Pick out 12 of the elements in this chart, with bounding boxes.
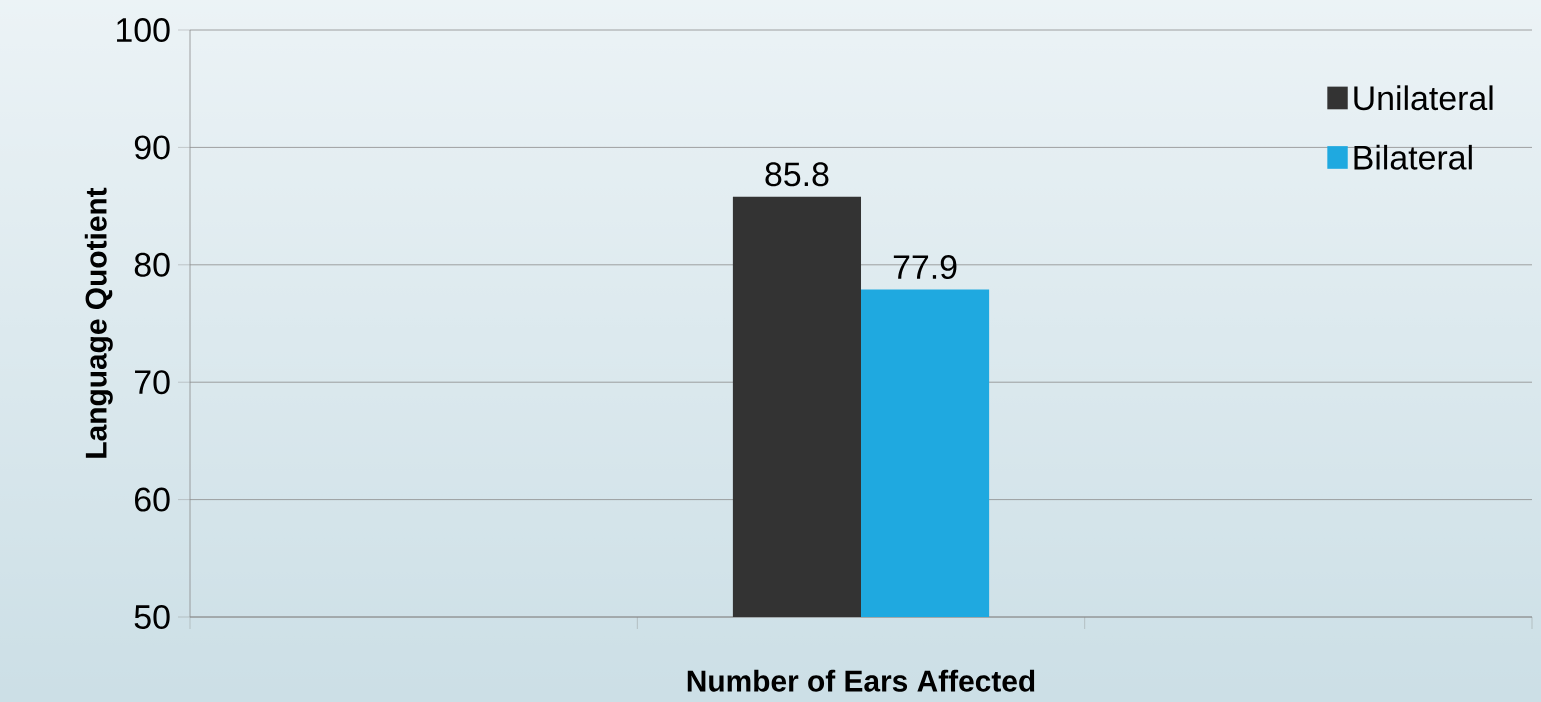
y-tick-label: 50 (134, 605, 170, 629)
legend-label: Bilateral (1354, 144, 1472, 170)
y-tick-label: 80 (134, 252, 170, 277)
y-tick-label: 90 (134, 135, 170, 160)
y-axis-title: Language Quotient (84, 187, 113, 458)
x-axis-title: Number of Ears Affected (687, 669, 1035, 692)
data-label: 85.8 (765, 162, 829, 187)
data-label: 77.9 (893, 255, 957, 280)
y-tick-label: 70 (135, 370, 170, 395)
legend-label: Unilateral (1354, 85, 1493, 111)
y-tick-label: 100 (117, 18, 170, 43)
y-tick-label: 60 (135, 487, 170, 512)
